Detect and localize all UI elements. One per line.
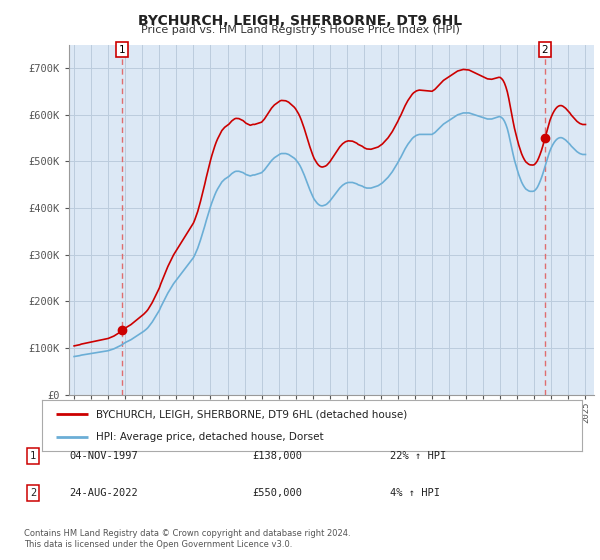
Text: 1: 1 xyxy=(30,451,36,461)
Text: BYCHURCH, LEIGH, SHERBORNE, DT9 6HL (detached house): BYCHURCH, LEIGH, SHERBORNE, DT9 6HL (det… xyxy=(96,409,407,419)
Text: HPI: Average price, detached house, Dorset: HPI: Average price, detached house, Dors… xyxy=(96,432,323,442)
Text: BYCHURCH, LEIGH, SHERBORNE, DT9 6HL: BYCHURCH, LEIGH, SHERBORNE, DT9 6HL xyxy=(138,14,462,28)
Text: 1: 1 xyxy=(119,45,126,55)
Text: £550,000: £550,000 xyxy=(252,488,302,498)
Text: 4% ↑ HPI: 4% ↑ HPI xyxy=(390,488,440,498)
Text: 2: 2 xyxy=(30,488,36,498)
Text: Contains HM Land Registry data © Crown copyright and database right 2024.
This d: Contains HM Land Registry data © Crown c… xyxy=(24,529,350,549)
Text: 2: 2 xyxy=(542,45,548,55)
Text: 22% ↑ HPI: 22% ↑ HPI xyxy=(390,451,446,461)
Text: 04-NOV-1997: 04-NOV-1997 xyxy=(69,451,138,461)
Text: Price paid vs. HM Land Registry's House Price Index (HPI): Price paid vs. HM Land Registry's House … xyxy=(140,25,460,35)
Text: £138,000: £138,000 xyxy=(252,451,302,461)
Text: 24-AUG-2022: 24-AUG-2022 xyxy=(69,488,138,498)
